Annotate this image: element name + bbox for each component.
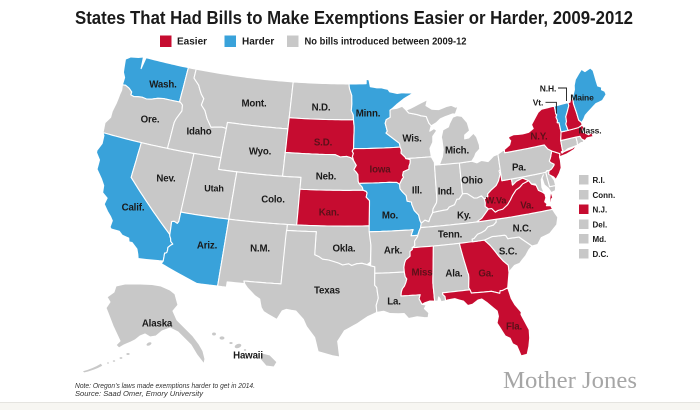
svg-text:Ore.: Ore.: [141, 115, 160, 126]
svg-text:Utah: Utah: [204, 184, 223, 194]
svg-text:Okla.: Okla.: [333, 244, 356, 255]
svg-text:Miss: Miss: [412, 268, 433, 279]
svg-text:Texas: Texas: [314, 286, 340, 297]
svg-text:S.D.: S.D.: [314, 138, 333, 149]
svg-text:N.H.: N.H.: [540, 84, 556, 94]
svg-text:Md.: Md.: [593, 235, 607, 244]
svg-text:Ohio: Ohio: [461, 176, 483, 187]
svg-text:Tenn.: Tenn.: [438, 230, 463, 241]
svg-text:Mother Jones: Mother Jones: [503, 368, 637, 394]
svg-text:Mont.: Mont.: [241, 99, 267, 110]
svg-text:Mich.: Mich.: [445, 146, 469, 157]
svg-text:Ga.: Ga.: [478, 269, 494, 280]
svg-text:Calif.: Calif.: [122, 203, 145, 214]
svg-text:Neb.: Neb.: [316, 172, 337, 183]
svg-text:N.J.: N.J.: [593, 206, 608, 215]
svg-text:Easier: Easier: [177, 37, 207, 48]
svg-text:Wash.: Wash.: [149, 80, 177, 91]
svg-text:Hawaii: Hawaii: [233, 351, 263, 362]
svg-text:R.I.: R.I.: [593, 176, 605, 185]
svg-text:S.C.: S.C.: [499, 247, 518, 258]
svg-text:Idaho: Idaho: [186, 127, 211, 138]
svg-text:Ill.: Ill.: [412, 186, 423, 197]
svg-text:D.C.: D.C.: [593, 250, 609, 259]
svg-text:W.Va: W.Va: [486, 196, 508, 206]
svg-text:N.Y.: N.Y.: [530, 132, 548, 143]
svg-text:Ark.: Ark.: [384, 246, 403, 257]
svg-text:Ind.: Ind.: [438, 187, 455, 198]
svg-text:States That Had Bills to Make: States That Had Bills to Make Exemptions…: [75, 8, 633, 28]
svg-text:Minn.: Minn.: [356, 109, 381, 120]
svg-text:Ky.: Ky.: [457, 211, 471, 222]
svg-text:Mo.: Mo.: [382, 211, 399, 222]
svg-text:N.C.: N.C.: [513, 224, 532, 235]
svg-text:Wis.: Wis.: [402, 134, 422, 145]
svg-text:Mass.: Mass.: [579, 126, 602, 136]
svg-text:Maine: Maine: [570, 93, 594, 103]
svg-text:Vt.: Vt.: [533, 98, 543, 108]
svg-text:Conn.: Conn.: [593, 191, 616, 200]
svg-text:No bills introduced between 20: No bills introduced between 2009-12: [305, 37, 467, 48]
svg-text:Ariz.: Ariz.: [197, 241, 218, 252]
svg-text:Colo.: Colo.: [261, 195, 285, 206]
svg-text:Alaska: Alaska: [142, 319, 173, 330]
svg-text:Iowa: Iowa: [370, 165, 392, 176]
svg-text:N.D.: N.D.: [312, 103, 331, 114]
svg-text:Pa.: Pa.: [512, 163, 527, 174]
svg-text:Va.: Va.: [520, 201, 534, 212]
svg-text:Wyo.: Wyo.: [249, 147, 272, 158]
svg-text:Nev.: Nev.: [156, 174, 176, 185]
svg-text:Harder: Harder: [242, 37, 274, 48]
svg-text:Fla.: Fla.: [506, 322, 523, 333]
svg-text:Ala.: Ala.: [445, 269, 463, 280]
svg-text:Kan.: Kan.: [319, 208, 340, 219]
svg-text:La.: La.: [387, 297, 401, 308]
svg-text:Note: Oregon’s laws made exemp: Note: Oregon’s laws made exemptions hard…: [75, 381, 255, 390]
svg-text:Del.: Del.: [593, 221, 608, 230]
svg-text:N.M.: N.M.: [250, 244, 270, 255]
svg-text:Source: Saad Omer, Emory Unive: Source: Saad Omer, Emory University: [75, 389, 204, 398]
